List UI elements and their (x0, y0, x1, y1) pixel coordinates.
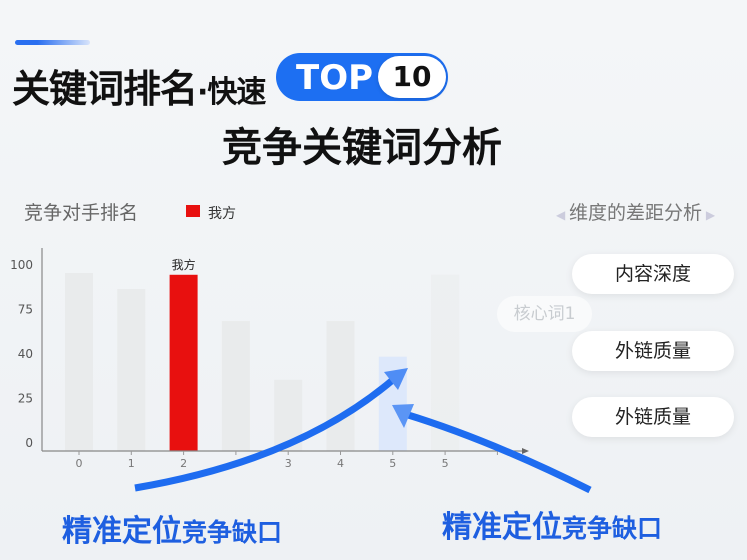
x-tick-label: 5 (442, 457, 449, 470)
x-tick-label: 1 (128, 457, 135, 470)
callout-right: 精准定位竞争缺口 (442, 502, 662, 546)
y-tick-label: 40 (18, 347, 33, 361)
bar (221, 321, 250, 451)
dimension-pill[interactable]: 外链质量 (572, 331, 734, 371)
callout-big: 精准定位 (442, 510, 562, 545)
x-tick-label: 3 (285, 457, 292, 470)
arrow-right-head-icon (392, 404, 414, 428)
dimension-pill[interactable]: 内容深度 (572, 254, 734, 294)
accent-bar (15, 40, 90, 45)
arrow-right-icon (403, 410, 592, 494)
headline: 关键词排名·快速 (12, 58, 266, 113)
x-tick-label: 5 (389, 457, 396, 470)
bar-chart: 0 25 40 75 100 0 1 2 3 4 5 5 我方 (10, 248, 529, 470)
bar (65, 273, 93, 451)
faint-keyword-pill[interactable]: 核心词1 (497, 296, 592, 332)
dimension-pill[interactable]: 外链质量 (572, 397, 734, 437)
top-badge-text: TOP (296, 58, 374, 98)
callout-small: 竞争缺口 (182, 518, 283, 547)
x-tick-label: 4 (337, 457, 344, 470)
y-tick-label: 0 (25, 436, 33, 450)
callout-small: 竞争缺口 (562, 514, 663, 543)
y-tick-label: 75 (18, 303, 33, 317)
x-axis-arrow-icon (522, 448, 529, 454)
arrow-left-icon (134, 375, 398, 492)
headline-dot: ·快速 (197, 75, 266, 110)
top-badge-number: 10 (378, 56, 446, 98)
chart-title: 竞争对手排名 (24, 202, 139, 224)
bar (169, 274, 198, 451)
x-tick-label: 0 (76, 457, 83, 470)
y-tick-label: 100 (10, 258, 33, 272)
legend-swatch (186, 205, 200, 217)
highlight-bar-label: 我方 (172, 257, 196, 272)
right-panel-title: ◀ 维度的差距分析 ▶ (556, 202, 716, 224)
legend-label: 我方 (208, 206, 236, 222)
callout-big: 精准定位 (62, 514, 182, 549)
arrow-left-head-icon (384, 368, 408, 390)
x-tick-label: 2 (180, 457, 187, 470)
right-panel-title-text: 维度的差距分析 (569, 202, 703, 224)
bar (326, 321, 355, 451)
y-tick-label: 25 (18, 392, 33, 406)
page-subtitle: 竞争关键词分析 (222, 125, 502, 171)
bar (117, 289, 146, 451)
headline-main: 关键词排名 (12, 67, 198, 111)
callout-left: 精准定位竞争缺口 (62, 506, 282, 550)
